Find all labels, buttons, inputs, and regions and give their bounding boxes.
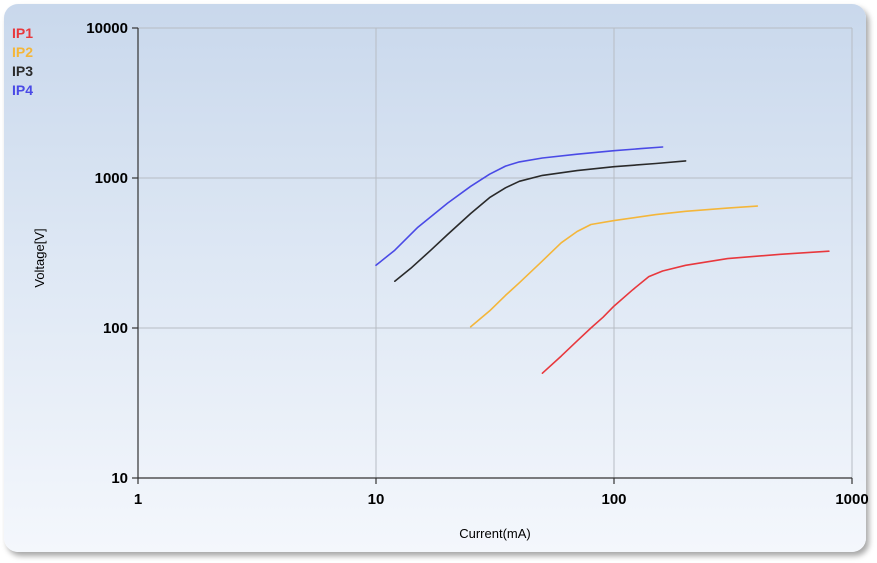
series-line-ip4 — [375, 146, 664, 267]
series-line-ip3 — [394, 160, 687, 282]
x-tick-label: 10 — [368, 491, 385, 508]
legend-item-ip2: IP2 — [12, 44, 33, 60]
legend-item-ip3: IP3 — [12, 63, 33, 79]
legend-item-ip1: IP1 — [12, 25, 33, 41]
axes — [132, 27, 853, 484]
y-axis-title: Voltage[V] — [32, 228, 47, 287]
x-tick-label: 1000 — [835, 491, 868, 508]
y-tick-label: 10 — [111, 470, 128, 487]
y-tick-label: 1000 — [95, 170, 128, 187]
series-line-ip1 — [541, 250, 830, 374]
plot-area — [138, 28, 852, 478]
series-line-ip2 — [469, 205, 759, 328]
series-lines — [375, 146, 830, 374]
legend: IP1 IP2 IP3 IP4 — [12, 25, 33, 98]
grid — [138, 27, 853, 478]
legend-item-ip4: IP4 — [12, 82, 33, 98]
y-tick-label: 10000 — [86, 20, 128, 37]
y-tick-label: 100 — [103, 320, 128, 337]
x-axis-title: Current(mA) — [459, 526, 531, 541]
x-tick-label: 100 — [601, 491, 626, 508]
x-tick-label: 1 — [134, 491, 142, 508]
x-tick-labels: 1 10 100 1000 — [134, 491, 869, 508]
y-tick-labels: 10 100 1000 10000 — [86, 20, 128, 487]
chart-panel — [4, 4, 866, 552]
